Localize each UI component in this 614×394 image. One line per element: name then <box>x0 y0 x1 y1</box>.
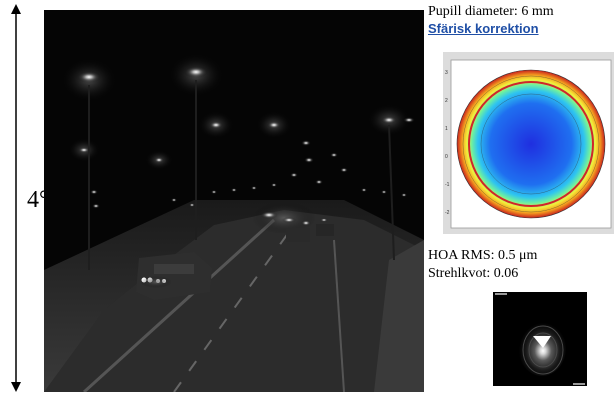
point-spread-function-image <box>493 292 587 386</box>
svg-text:1: 1 <box>445 126 448 132</box>
night-highway-image <box>44 10 424 392</box>
fov-label: 4° <box>26 187 50 213</box>
fov-double-arrow <box>11 4 21 392</box>
wavefront-map-image: 3 2 1 0 -1 -2 <box>443 52 614 234</box>
strehl-ratio-label: Strehlkvot: 0.06 <box>428 266 519 281</box>
spherical-correction-link[interactable]: Sfärisk korrektion <box>428 21 539 36</box>
svg-text:2: 2 <box>445 98 448 104</box>
hoa-rms-label: HOA RMS: 0.5 μm <box>428 248 538 263</box>
svg-text:0: 0 <box>445 154 448 160</box>
pupil-diameter-label: Pupill diameter: 6 mm <box>428 4 554 19</box>
svg-text:3: 3 <box>445 70 448 76</box>
svg-text:-2: -2 <box>445 210 450 216</box>
svg-text:-1: -1 <box>445 182 450 188</box>
